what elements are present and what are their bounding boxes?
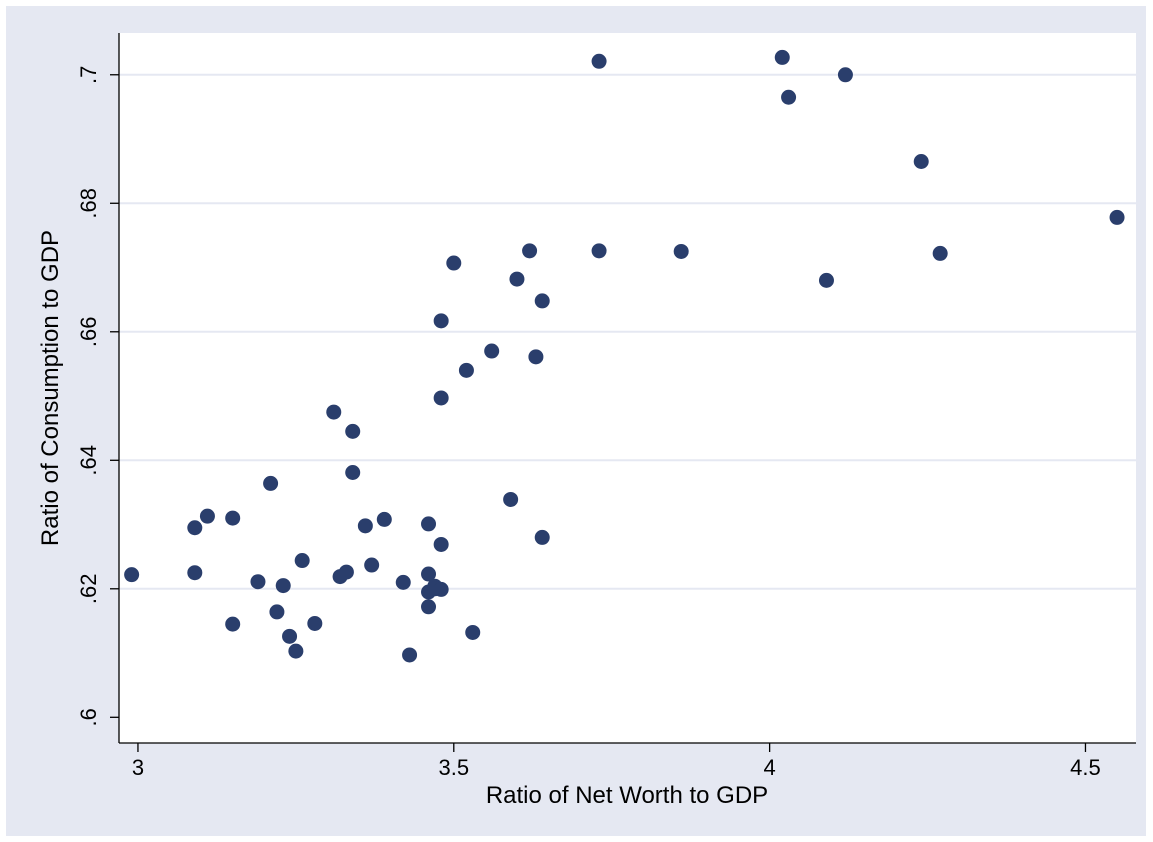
data-point (345, 464, 361, 480)
data-point (503, 491, 519, 507)
data-point (421, 599, 437, 615)
data-point (199, 508, 215, 524)
plot-area (119, 33, 1136, 743)
data-point (250, 574, 266, 590)
data-point (402, 647, 418, 663)
data-point (781, 89, 797, 105)
scatter-chart: 3 3.5 4 4.5 .6 .62 .64 .66 .68 .7 Ratio of Net W… (37, 33, 1136, 809)
data-point (326, 404, 342, 420)
data-point (275, 578, 291, 594)
data-point (591, 243, 607, 259)
y-tick-label: .6 (76, 708, 101, 726)
data-point (673, 243, 689, 259)
data-point (534, 529, 550, 545)
x-tick-label: 4 (764, 755, 776, 780)
data-points (124, 49, 1125, 663)
data-point (187, 565, 203, 581)
data-point (534, 293, 550, 309)
data-point (465, 624, 481, 640)
data-point (837, 67, 853, 83)
data-point (932, 245, 948, 261)
data-point (288, 643, 304, 659)
grid-lines (119, 73, 1136, 590)
data-point (913, 154, 929, 170)
data-point (774, 49, 790, 65)
data-point (187, 520, 203, 536)
data-point (446, 255, 462, 271)
data-point (294, 553, 310, 569)
data-point (818, 272, 834, 288)
x-tick-label: 4.5 (1070, 755, 1101, 780)
data-point (307, 615, 323, 631)
data-point (484, 343, 500, 359)
data-point (269, 604, 285, 620)
y-tick-label: .66 (76, 316, 101, 347)
data-point (421, 566, 437, 582)
data-point (364, 557, 380, 573)
x-tick-label: 3.5 (438, 755, 469, 780)
data-point (395, 574, 411, 590)
data-point (338, 564, 354, 580)
chart-frame: 3 3.5 4 4.5 .6 .62 .64 .66 .68 .7 Ratio of Net W… (6, 6, 1146, 836)
data-point (357, 518, 373, 534)
y-tick-label: .68 (76, 188, 101, 219)
data-point (591, 53, 607, 69)
data-point (433, 536, 449, 552)
y-axis-label: Ratio of Consumption to GDP (37, 230, 64, 546)
data-point (263, 475, 279, 491)
data-point (124, 567, 140, 583)
data-point (225, 510, 241, 526)
data-point (225, 616, 241, 632)
data-point (458, 362, 474, 378)
data-point (509, 271, 525, 287)
data-point (522, 243, 538, 259)
data-point (1109, 209, 1125, 225)
x-axis-label: Ratio of Net Worth to GDP (486, 782, 768, 809)
y-tick-label: .7 (76, 66, 101, 84)
data-point (433, 313, 449, 329)
data-point (376, 511, 392, 527)
y-tick-label: .64 (76, 445, 101, 476)
data-point (433, 581, 449, 597)
x-axis-ticks: 3 3.5 4 4.5 (132, 743, 1101, 780)
x-tick-label: 3 (132, 755, 144, 780)
data-point (282, 628, 298, 644)
data-point (528, 349, 544, 365)
data-point (345, 423, 361, 439)
y-tick-label: .62 (76, 573, 101, 604)
data-point (433, 390, 449, 406)
y-axis-ticks: .6 .62 .64 .66 .68 .7 (76, 66, 119, 726)
data-point (421, 516, 437, 532)
